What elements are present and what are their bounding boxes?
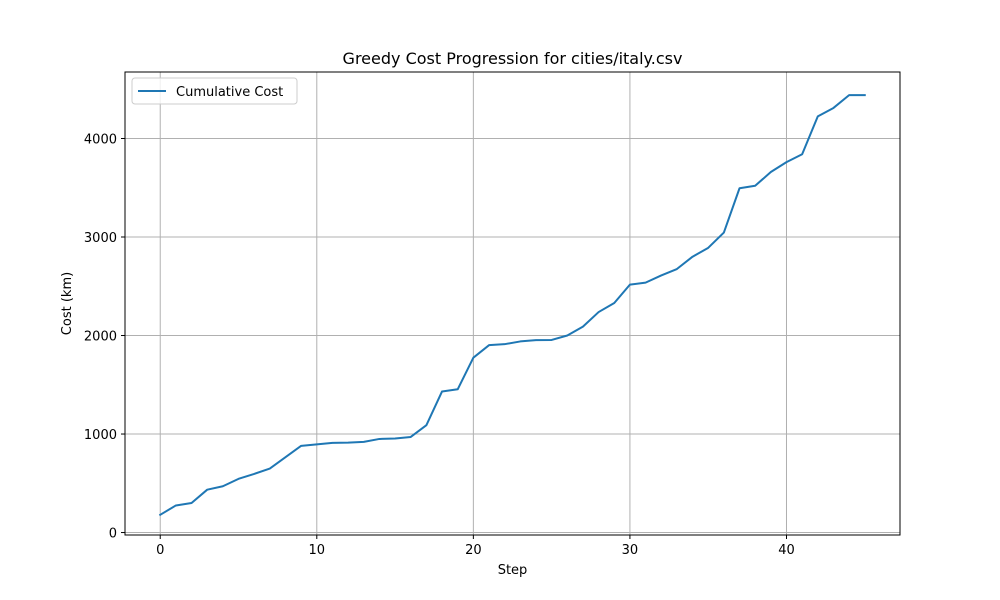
x-axis-label: Step	[498, 563, 528, 578]
y-tick-label: 1000	[84, 428, 117, 443]
y-axis-label: Cost (km)	[60, 272, 75, 335]
x-tick-label: 20	[465, 543, 482, 558]
y-tick-label: 3000	[84, 231, 117, 246]
x-tick-label: 0	[156, 543, 164, 558]
y-tick-label: 4000	[84, 132, 117, 147]
x-axis-ticks: 0 10 20 30 40	[156, 535, 795, 558]
legend-box	[131, 77, 298, 105]
x-tick-label: 40	[778, 543, 795, 558]
y-tick-label: 0	[109, 527, 117, 542]
legend-label-cumulative-cost: Cumulative Cost	[176, 85, 283, 100]
legend: Cumulative Cost	[131, 77, 298, 105]
y-axis-ticks: 0 1000 2000 3000 4000	[84, 132, 125, 542]
series-line-cumulative-cost	[158, 94, 866, 517]
series-layer	[158, 94, 866, 517]
y-tick-label: 2000	[84, 330, 117, 345]
x-tick-label: 10	[309, 543, 326, 558]
chart-title: Greedy Cost Progression for cities/italy…	[343, 49, 683, 68]
grid-lines	[125, 72, 900, 535]
axes-frame	[124, 71, 901, 536]
x-tick-label: 30	[622, 543, 639, 558]
